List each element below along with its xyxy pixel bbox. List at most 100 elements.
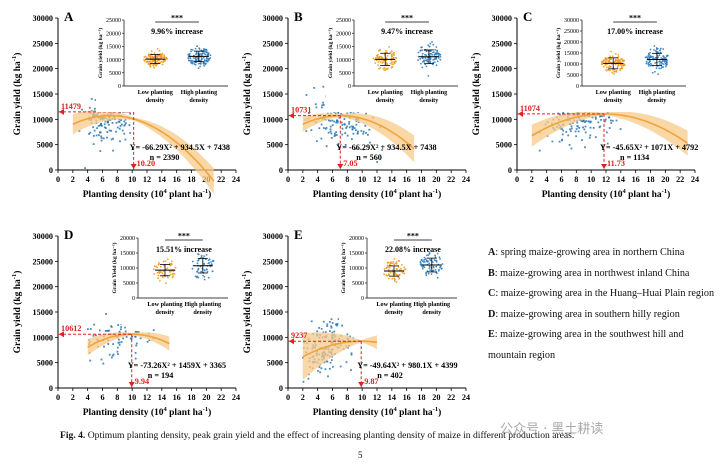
data-point [376, 161, 379, 163]
inset-point [394, 56, 397, 59]
inset-point [654, 62, 657, 64]
data-point [120, 119, 123, 121]
inset-point [194, 275, 197, 278]
data-point [561, 138, 564, 141]
x-axis-title: Planting density (104 plant ha-1) [313, 406, 442, 418]
inset-point [391, 61, 393, 64]
inset-point [427, 254, 430, 256]
increase-label: 15.51% increase [156, 245, 212, 254]
x-tick-label: 16 [173, 175, 181, 184]
inset-point [173, 273, 176, 275]
data-point [351, 138, 353, 140]
panel-letter: C [523, 9, 532, 24]
inset-point [623, 63, 626, 66]
inset-point [427, 272, 430, 275]
inset-point [651, 71, 654, 74]
data-point [615, 119, 618, 122]
inset-point [387, 265, 390, 267]
data-point [336, 323, 339, 326]
inset-point [665, 65, 667, 68]
superscript: -1 [241, 56, 248, 61]
inset-point [197, 276, 200, 279]
inset-point [421, 46, 423, 48]
confidence-band [302, 332, 377, 380]
x-tick-label: 10 [358, 175, 366, 184]
inset-point [200, 256, 203, 258]
inset-point [157, 59, 160, 62]
optimum-density-arrow [128, 382, 135, 387]
inset-point [432, 61, 435, 64]
data-point [356, 132, 359, 135]
data-point [538, 149, 541, 152]
inset-point [194, 63, 197, 66]
inset-point [654, 70, 656, 73]
peak-yield-label: 10731 [291, 106, 311, 115]
inset-point [425, 65, 428, 68]
x-tick-label: 16 [632, 175, 640, 184]
inset-group-high [191, 253, 215, 281]
legend-item-c: C: maize-growing area in the Huang–Huai … [488, 284, 718, 305]
x-tick-label: 18 [187, 393, 195, 402]
y-tick-label: 25000 [492, 39, 512, 48]
data-point [326, 323, 329, 326]
data-point [608, 116, 611, 119]
inset-point [187, 53, 190, 56]
inset-point [394, 272, 397, 275]
inset-point [620, 67, 622, 70]
inset-point [397, 260, 400, 262]
inset-point [662, 55, 665, 57]
inset-point [156, 271, 159, 274]
superscript: 4 [394, 406, 398, 413]
inset-category-line: density [385, 309, 405, 316]
inset-point [166, 267, 169, 270]
data-point [308, 112, 310, 115]
inset-point [388, 277, 390, 280]
data-point [101, 124, 103, 127]
data-point [344, 132, 347, 134]
data-point [337, 318, 340, 320]
inset-point [425, 50, 428, 52]
data-point [354, 147, 357, 150]
inset-y-axis-title: Grain yield (kg ha⁻¹) [327, 28, 334, 78]
inset-y-tick-label: 5000 [123, 281, 135, 287]
inset-point [424, 258, 427, 260]
figure-caption: Fig. 4. Optimum planting density, peak g… [60, 430, 710, 441]
inset-y-tick-label: 15000 [349, 251, 364, 257]
inset-point [197, 62, 200, 65]
inset-y-tick-label: 25000 [564, 29, 579, 35]
inset-point [166, 258, 169, 260]
data-point [340, 121, 343, 124]
data-point [337, 142, 340, 145]
inset-point [404, 268, 407, 270]
data-point [350, 352, 353, 355]
inset-point [600, 60, 603, 63]
inset-point [435, 51, 437, 54]
inset-point [163, 55, 166, 58]
inset-point [377, 57, 379, 59]
inset-point [210, 261, 212, 263]
inset-point [378, 55, 381, 58]
inset-point [439, 266, 441, 269]
inset-point [421, 66, 424, 69]
peak-yield-label: 11479 [61, 102, 81, 111]
inset-point [620, 65, 623, 68]
inset-category-line: density [193, 309, 213, 316]
inset-point [436, 60, 439, 63]
inset-point [153, 273, 156, 275]
sample-size: n = 2390 [150, 153, 180, 162]
data-point [334, 112, 337, 115]
inset-point [207, 52, 210, 55]
inset-y-tick-label: 0 [348, 84, 351, 90]
data-point [111, 122, 114, 124]
data-point [333, 330, 336, 333]
inset-point [205, 56, 208, 59]
inset-point [189, 53, 191, 55]
data-point [357, 130, 359, 133]
y-tick-label: 5000 [496, 141, 512, 150]
inset-point [390, 55, 393, 58]
inset-point [428, 265, 431, 268]
data-point [322, 320, 325, 323]
inset-point [159, 271, 162, 273]
inset-point [602, 60, 605, 62]
y-tick-label: 15000 [263, 90, 283, 99]
